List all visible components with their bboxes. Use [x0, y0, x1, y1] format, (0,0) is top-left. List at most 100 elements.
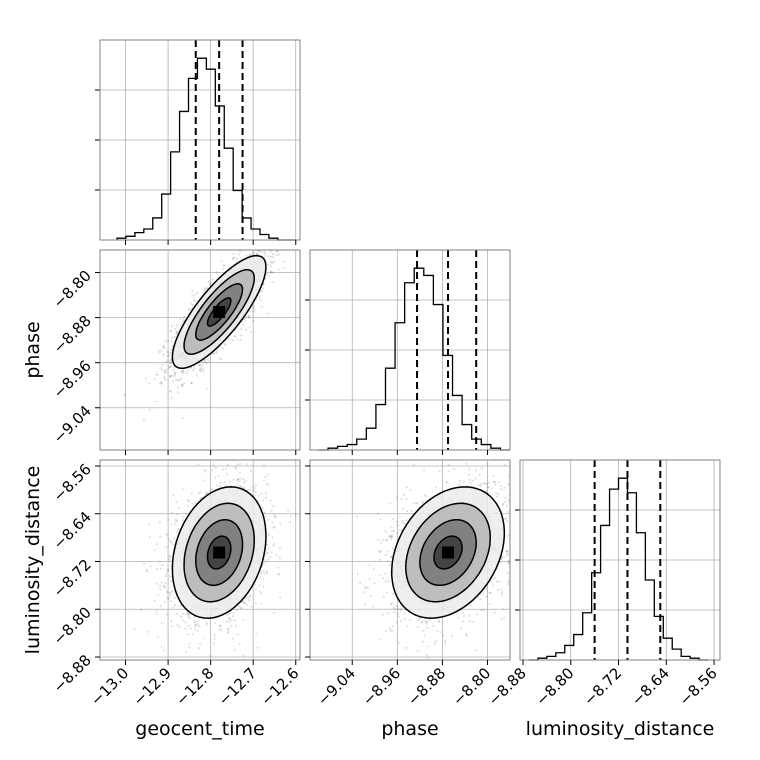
scatter-point: [275, 250, 278, 253]
scatter-point: [267, 254, 270, 258]
scatter-point: [219, 484, 222, 487]
scatter-point: [283, 260, 286, 263]
scatter-point: [276, 250, 279, 253]
scatter-point: [175, 324, 178, 327]
scatter-point: [185, 650, 188, 654]
scatter-point: [194, 624, 197, 627]
scatter-point: [174, 327, 177, 330]
scatter-point: [164, 371, 168, 374]
scatter-point: [205, 491, 209, 494]
scatter-point: [153, 599, 156, 603]
scatter-point: [243, 481, 246, 484]
scatter-point: [225, 484, 228, 487]
scatter-point: [251, 245, 253, 247]
scatter-point: [169, 375, 172, 379]
scatter-point: [238, 643, 241, 646]
scatter-point: [234, 457, 236, 459]
scatter-point: [174, 596, 177, 599]
scatter-point: [165, 360, 168, 363]
x-tick-label: −8.80: [532, 664, 577, 709]
scatter-point: [505, 549, 508, 552]
scatter-point: [176, 386, 179, 389]
scatter-point: [271, 521, 274, 524]
scatter-point: [275, 253, 278, 257]
scatter-point: [161, 363, 164, 367]
scatter-point: [159, 588, 162, 591]
scatter-point: [255, 632, 258, 635]
scatter-point: [242, 323, 245, 326]
scatter-point: [288, 221, 290, 223]
scatter-point: [503, 518, 506, 521]
scatter-point: [231, 339, 235, 342]
scatter-point: [213, 352, 216, 355]
scatter-point: [294, 513, 297, 516]
scatter-point: [261, 446, 263, 448]
scatter-point: [168, 366, 171, 369]
scatter-point: [378, 638, 381, 641]
scatter-point: [163, 371, 166, 374]
scatter-point: [165, 613, 168, 616]
panel-frame: [99, 459, 301, 661]
scatter-point: [250, 241, 252, 243]
scatter-point: [215, 484, 218, 487]
scatter-point: [236, 633, 239, 636]
scatter-point: [266, 272, 269, 276]
scatter-point: [259, 576, 262, 579]
scatter-point: [265, 552, 268, 555]
scatter-point: [277, 268, 280, 271]
scatter-point: [177, 528, 180, 531]
scatter-point: [196, 291, 199, 294]
scatter-point: [272, 526, 275, 529]
contour-line: [183, 502, 255, 603]
scatter-point: [242, 654, 245, 658]
scatter-point: [206, 287, 209, 290]
density-peak: [213, 305, 226, 318]
scatter-point: [182, 371, 185, 374]
scatter-point: [245, 463, 248, 466]
scatter-point: [185, 371, 188, 374]
scatter-point: [474, 469, 477, 472]
scatter-point: [166, 591, 169, 594]
scatter-point: [193, 300, 196, 303]
scatter-point: [269, 270, 272, 273]
scatter-point: [174, 373, 177, 376]
scatter-point: [224, 467, 228, 470]
scatter-point: [155, 400, 158, 403]
scatter-point: [364, 587, 367, 590]
scatter-point: [164, 378, 167, 381]
scatter-point: [182, 369, 185, 372]
scatter-point: [180, 324, 183, 327]
scatter-point: [244, 243, 246, 245]
scatter-point: [182, 318, 185, 321]
scatter-point: [245, 254, 248, 257]
scatter-point: [273, 260, 277, 263]
scatter-point: [200, 367, 203, 370]
scatter-point: [251, 310, 254, 313]
scatter-point: [223, 480, 226, 484]
scatter-point: [238, 480, 241, 483]
scatter-point: [258, 296, 261, 299]
scatter-point: [262, 283, 265, 286]
scatter-point: [173, 537, 176, 540]
scatter-point: [189, 366, 192, 369]
scatter-point: [204, 287, 207, 290]
scatter-point: [252, 319, 255, 322]
scatter-point: [255, 253, 258, 256]
scatter-point: [219, 628, 223, 631]
scatter-point: [225, 473, 229, 476]
scatter-point: [260, 492, 263, 495]
scatter-point: [228, 612, 231, 615]
scatter-point: [274, 516, 277, 519]
scatter-point: [199, 491, 202, 494]
scatter-point: [175, 500, 178, 503]
scatter-point: [444, 640, 447, 643]
scatter-point: [191, 502, 194, 506]
scatter-point: [236, 338, 239, 341]
y-tick-label: −8.80: [50, 267, 95, 312]
scatter-point: [270, 264, 273, 267]
scatter-point: [241, 600, 244, 603]
scatter-point: [275, 554, 278, 557]
scatter-point: [190, 381, 193, 385]
panel-frame: [99, 249, 301, 451]
histogram-step-luminosity-distance: [528, 477, 709, 661]
